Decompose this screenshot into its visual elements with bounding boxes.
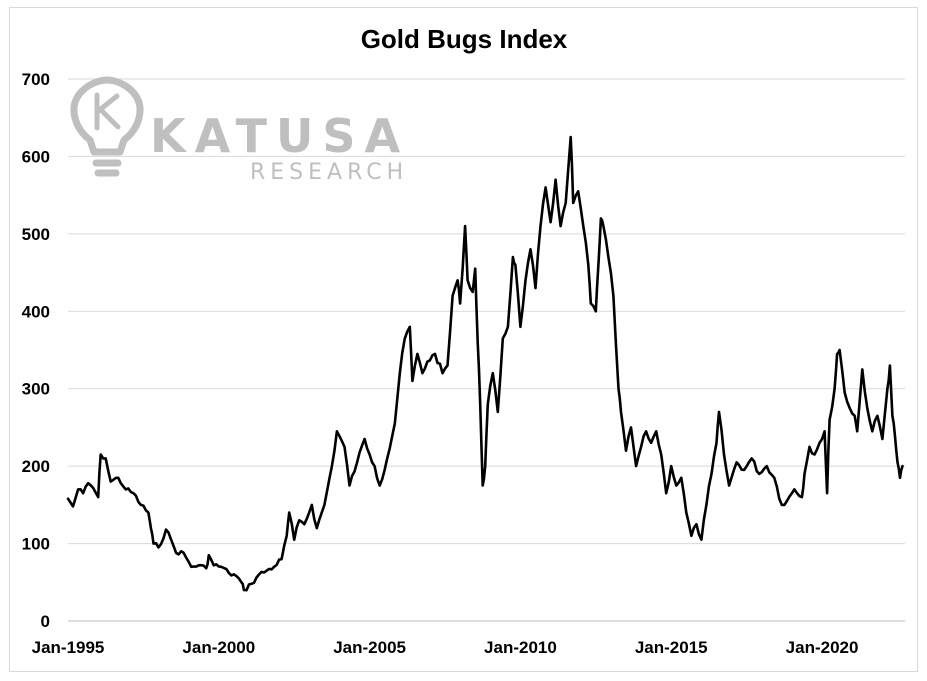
katusa-watermark: KATUSA RESEARCH: [70, 76, 409, 185]
y-tick-label: 200: [22, 457, 50, 476]
x-tick-label: Jan-2005: [333, 638, 406, 657]
y-tick-label: 0: [41, 612, 50, 631]
watermark-brand: KATUSA: [150, 109, 409, 163]
y-tick-label: 300: [22, 380, 50, 399]
x-tick-label: Jan-1995: [32, 638, 105, 657]
y-tick-label: 600: [22, 147, 50, 166]
chart-frame: [9, 7, 918, 672]
x-tick-label: Jan-2010: [484, 638, 557, 657]
series-line: [66, 135, 904, 592]
y-tick-label: 100: [22, 535, 50, 554]
x-tick-label: Jan-2015: [635, 638, 708, 657]
watermark-sub: RESEARCH: [250, 160, 408, 185]
x-tick-label: Jan-2020: [786, 638, 859, 657]
x-tick-label: Jan-2000: [182, 638, 255, 657]
chart-title: Gold Bugs Index: [361, 24, 568, 54]
y-tick-labels: 0 100 200 300 400 500 600 700: [22, 70, 50, 631]
y-tick-label: 500: [22, 225, 50, 244]
y-tick-label: 700: [22, 70, 50, 89]
x-tick-labels: Jan-1995 Jan-2000 Jan-2005 Jan-2010 Jan-2015…: [32, 638, 859, 657]
lightbulb-k-icon: [70, 76, 144, 177]
y-tick-label: 400: [22, 302, 50, 321]
